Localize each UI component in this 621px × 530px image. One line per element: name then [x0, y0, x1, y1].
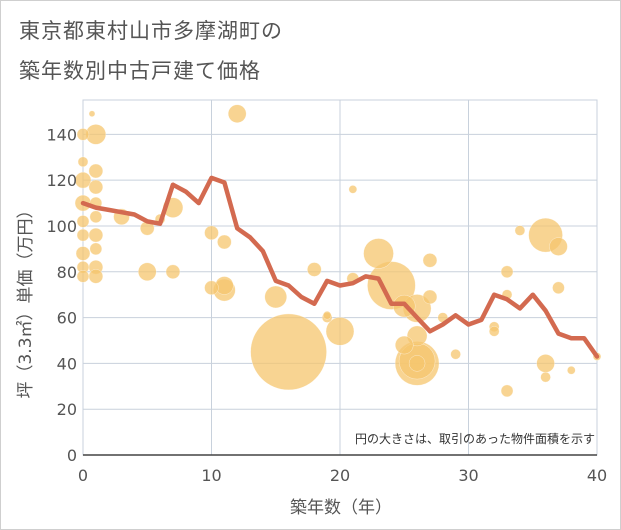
- axis-ticks: 0 20 40 60 80 100 120 140 0 10 20 30 40: [46, 125, 607, 485]
- data-bubble: [76, 215, 90, 228]
- data-bubble: [488, 326, 500, 337]
- y-tick-label: 0: [67, 446, 77, 465]
- data-bubble: [307, 262, 322, 277]
- data-bubble: [77, 156, 89, 168]
- data-bubble: [88, 163, 104, 179]
- data-bubble: [363, 238, 394, 269]
- data-bubble: [75, 246, 91, 261]
- data-bubble: [227, 104, 247, 123]
- grid-lines: [82, 99, 598, 456]
- data-bubble: [89, 210, 103, 224]
- data-bubble: [536, 354, 555, 373]
- data-bubble: [567, 366, 576, 375]
- x-tick-label: 40: [587, 466, 607, 485]
- data-bubble: [552, 281, 565, 295]
- data-bubble: [348, 185, 358, 194]
- chart-title-line-1: 東京都東村山市多摩湖町の: [19, 19, 283, 43]
- y-axis-label: 坪（3.3㎡）単価（万円）: [16, 201, 36, 398]
- data-bubble: [264, 285, 287, 309]
- data-bubble: [88, 110, 96, 117]
- bubble-size-note: 円の大きさは、取引のあった物件面積を示す: [355, 431, 595, 446]
- x-axis-label: 築年数（年）: [290, 498, 392, 518]
- data-bubble: [500, 384, 514, 398]
- y-tick-label: 40: [57, 354, 77, 373]
- data-bubble: [76, 270, 90, 283]
- data-bubble: [540, 371, 551, 383]
- y-tick-label: 80: [57, 263, 77, 282]
- data-bubble: [450, 348, 461, 360]
- trend-line-series: [80, 175, 600, 359]
- x-tick-label: 30: [458, 466, 478, 485]
- data-bubble: [76, 228, 90, 242]
- data-bubble: [500, 265, 514, 279]
- data-bubble: [76, 128, 90, 141]
- data-bubble: [204, 280, 219, 296]
- x-tick-label: 10: [201, 466, 221, 485]
- data-bubble: [88, 269, 104, 284]
- data-bubble: [165, 264, 181, 280]
- data-bubble: [422, 289, 438, 305]
- data-bubble: [322, 311, 332, 320]
- x-tick-label: 20: [330, 466, 350, 485]
- data-bubble: [88, 179, 104, 195]
- y-tick-label: 60: [57, 309, 77, 328]
- average-price-line: [80, 175, 600, 359]
- x-tick-label: 0: [78, 466, 88, 485]
- y-tick-label: 120: [46, 171, 77, 190]
- data-bubble: [217, 234, 232, 250]
- y-tick-label: 140: [46, 125, 77, 144]
- data-bubble: [89, 242, 103, 256]
- chart-title-line-2: 築年数別中古戸建て価格: [19, 59, 261, 83]
- data-bubble: [250, 313, 327, 391]
- y-tick-label: 20: [57, 400, 77, 419]
- data-bubble: [88, 227, 104, 243]
- data-bubble: [514, 225, 526, 236]
- data-bubble: [395, 335, 414, 355]
- data-bubble: [325, 317, 355, 346]
- data-bubble: [74, 171, 92, 189]
- data-bubble: [549, 237, 568, 256]
- data-bubble: [408, 355, 426, 372]
- data-bubble: [138, 262, 157, 282]
- data-bubble: [204, 225, 219, 241]
- data-bubble: [422, 253, 438, 268]
- bubble-series: [74, 104, 602, 398]
- y-tick-label: 100: [46, 217, 77, 236]
